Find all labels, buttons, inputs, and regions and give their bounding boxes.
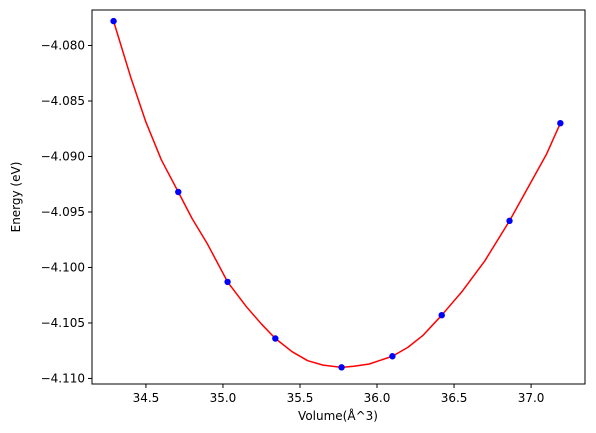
y-axis-ticks: −4.080 −4.085 −4.090 −4.095 −4.100 −4.105 −4.1… xyxy=(41,39,92,385)
y-tick-label: −4.090 xyxy=(41,149,85,163)
y-tick-label: −4.105 xyxy=(41,316,85,330)
x-axis-ticks: 34.5 35.0 35.5 36.0 36.5 37.0 xyxy=(133,384,545,405)
x-tick-label: 34.5 xyxy=(133,391,160,405)
data-point xyxy=(506,217,513,225)
data-point xyxy=(224,278,231,286)
y-tick-label: −4.085 xyxy=(41,94,85,108)
y-tick-label: −4.080 xyxy=(41,39,85,53)
x-tick-label: 37.0 xyxy=(518,391,545,405)
data-point xyxy=(110,17,117,25)
data-point xyxy=(272,335,279,342)
data-point xyxy=(338,364,345,371)
x-tick-label: 35.5 xyxy=(287,391,314,405)
x-tick-label: 36.0 xyxy=(364,391,391,405)
y-tick-label: −4.095 xyxy=(41,205,85,219)
y-tick-label: −4.110 xyxy=(41,371,85,385)
plot-layer xyxy=(110,17,564,371)
data-point xyxy=(175,188,182,196)
y-axis-label: Energy (eV) xyxy=(9,162,23,233)
x-tick-label: 35.0 xyxy=(210,391,237,405)
x-tick-label: 36.5 xyxy=(441,391,468,405)
data-point xyxy=(557,119,564,127)
plot-frame xyxy=(91,9,586,385)
data-point xyxy=(438,311,445,319)
fit-curve xyxy=(112,20,562,369)
x-axis-label: Volume(Å^3) xyxy=(298,408,378,423)
data-point xyxy=(389,353,396,360)
y-tick-label: −4.100 xyxy=(41,260,85,274)
